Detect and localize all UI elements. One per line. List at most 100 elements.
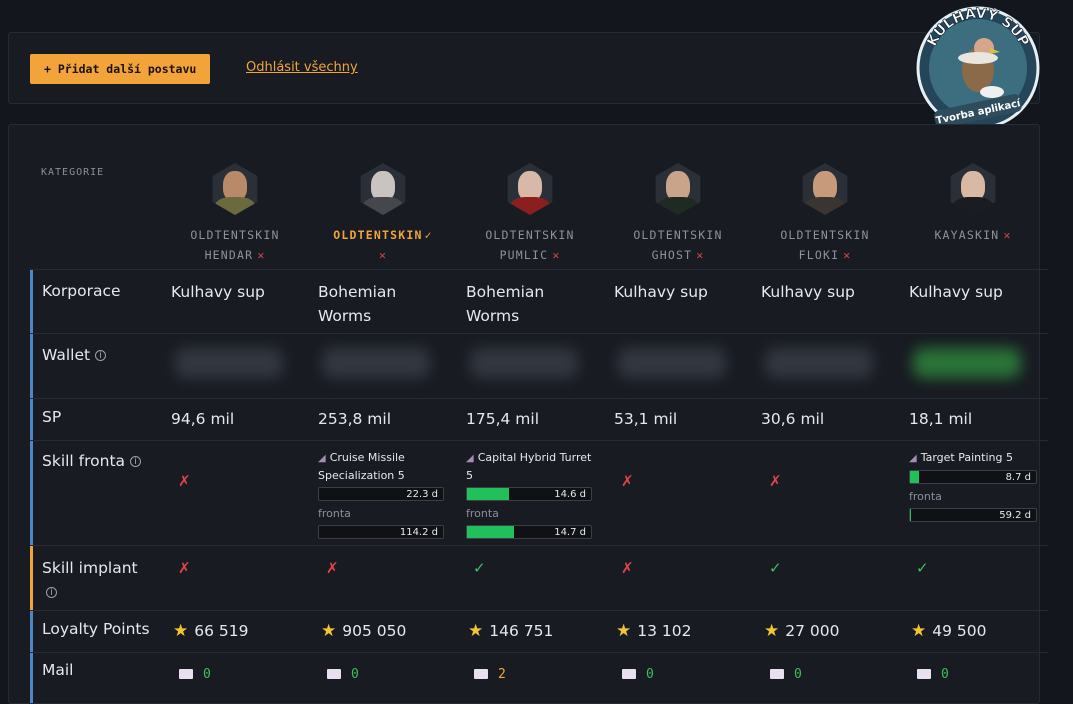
row-label-text: Wallet bbox=[42, 346, 91, 364]
remove-character-icon[interactable]: ✕ bbox=[378, 248, 388, 262]
row-label: Skill fronta i bbox=[42, 452, 142, 470]
row-accent bbox=[30, 441, 33, 545]
characters-table: KATEGORIE OLDTENTSKIN HENDAR ✕ OLDTENTSKI… bbox=[8, 124, 1048, 704]
remove-character-icon[interactable]: ✕ bbox=[696, 248, 705, 262]
lp-value: 146 751 bbox=[489, 622, 554, 640]
mail-count: 0 bbox=[646, 667, 654, 682]
active-check-icon: ✓ bbox=[424, 228, 433, 242]
kulhavy-sup-logo: KULHAVÝ SUP Tvorba aplikací bbox=[915, 4, 1041, 131]
character-name-line1: OLDTENTSKIN bbox=[633, 228, 723, 242]
star-icon: ★ bbox=[911, 621, 927, 641]
star-icon: ★ bbox=[764, 621, 780, 641]
wallet-value-blurred bbox=[765, 348, 873, 378]
skill-name-text: Capital Hybrid Turret 5 bbox=[466, 451, 592, 482]
row-mail: Mail 0 0 2 0 0 0 bbox=[30, 653, 1048, 703]
no-queue-icon: ✗ bbox=[621, 472, 634, 490]
avatar-body bbox=[953, 197, 993, 215]
queue-label: fronta bbox=[318, 507, 351, 520]
skill-name: ◢ Target Painting 5 bbox=[909, 449, 1037, 467]
remove-character-icon[interactable]: ✕ bbox=[552, 248, 561, 262]
row-label-text: Skill implant bbox=[42, 559, 138, 577]
row-accent bbox=[30, 270, 33, 333]
corp-cell: Kulhavy sup bbox=[761, 283, 855, 301]
category-header: KATEGORIE bbox=[41, 167, 105, 178]
info-icon[interactable]: i bbox=[130, 456, 142, 467]
avatar-face bbox=[961, 171, 985, 201]
skill-queue-entry: ◢ Target Painting 5 8.7 d fronta 59.2 d bbox=[909, 449, 1037, 522]
corp-cell: Kulhavy sup bbox=[614, 283, 708, 301]
skill-book-icon: ◢ bbox=[466, 453, 474, 464]
star-icon: ★ bbox=[321, 621, 337, 641]
mail-cell[interactable]: 0 bbox=[770, 661, 802, 687]
lp-value: 27 000 bbox=[785, 622, 840, 640]
skill-progress-bar: 8.7 d bbox=[909, 470, 1037, 484]
corp-cell: Kulhavy sup bbox=[909, 283, 1003, 301]
skill-progress-bar: 22.3 d bbox=[318, 487, 444, 501]
character-name: KAYASKIN ✕ bbox=[899, 225, 1047, 245]
lp-cell: ★ 49 500 bbox=[911, 619, 987, 643]
logout-all-link[interactable]: Odhlásit všechny bbox=[246, 60, 358, 75]
character-name-line1: KAYASKIN bbox=[934, 228, 1000, 242]
row-accent bbox=[30, 653, 33, 703]
skill-progress-fill bbox=[910, 471, 919, 483]
character-floki[interactable]: OLDTENTSKIN FLOKI ✕ bbox=[751, 163, 899, 265]
character-avatar bbox=[655, 163, 701, 215]
mail-cell[interactable]: 0 bbox=[917, 661, 949, 687]
sp-cell: 253,8 mil bbox=[318, 410, 392, 428]
mail-cell[interactable]: 2 bbox=[474, 661, 506, 687]
mail-count: 2 bbox=[498, 667, 506, 682]
skill-name: ◢ Capital Hybrid Turret 5 bbox=[466, 449, 592, 484]
sp-cell: 53,1 mil bbox=[614, 410, 678, 428]
lp-cell: ★ 905 050 bbox=[321, 619, 406, 643]
skill-progress-text: 22.3 d bbox=[406, 489, 438, 500]
avatar-body bbox=[658, 197, 698, 215]
queue-progress-bar: 14.7 d bbox=[466, 525, 592, 539]
character-name: OLDTENTSKIN PUMLIC ✕ bbox=[456, 225, 604, 265]
add-character-button[interactable]: + Přidat další postavu bbox=[30, 54, 211, 84]
envelope-icon bbox=[327, 668, 341, 679]
corp-cell: Bohemian Worms bbox=[466, 283, 545, 325]
avatar-body bbox=[510, 197, 550, 215]
implant-status: ✗ bbox=[621, 559, 634, 577]
skill-queue-entry: ◢ Capital Hybrid Turret 5 14.6 d fronta 1… bbox=[466, 449, 592, 539]
implant-status: ✓ bbox=[473, 559, 486, 577]
envelope-icon bbox=[474, 668, 488, 679]
avatar-face bbox=[666, 171, 690, 201]
lp-value: 905 050 bbox=[342, 622, 407, 640]
lp-cell: ★ 27 000 bbox=[764, 619, 840, 643]
character-name-line1: OLDTENTSKIN bbox=[333, 228, 423, 242]
remove-character-icon[interactable]: ✕ bbox=[1003, 228, 1012, 242]
mail-cell[interactable]: 0 bbox=[179, 661, 211, 687]
character-pumlic[interactable]: OLDTENTSKIN PUMLIC ✕ bbox=[456, 163, 604, 265]
lp-value: 13 102 bbox=[637, 622, 692, 640]
character-kayaskin[interactable]: KAYASKIN ✕ bbox=[899, 163, 1047, 245]
star-icon: ★ bbox=[616, 621, 632, 641]
envelope-icon bbox=[622, 668, 636, 679]
character-avatar bbox=[950, 163, 996, 215]
character-avatar bbox=[802, 163, 848, 215]
avatar-body bbox=[215, 197, 255, 215]
wallet-value-blurred bbox=[322, 348, 430, 378]
row-label: Skill implant i bbox=[42, 556, 152, 604]
remove-character-icon[interactable]: ✕ bbox=[257, 248, 266, 262]
character-name: OLDTENTSKIN ✓ ✕ bbox=[309, 225, 457, 265]
skill-progress-bar: 14.6 d bbox=[466, 487, 592, 501]
character-oldtentskin[interactable]: OLDTENTSKIN ✓ ✕ bbox=[309, 163, 457, 265]
row-label-text: Skill fronta bbox=[42, 452, 126, 470]
info-icon[interactable]: i bbox=[46, 587, 57, 598]
skill-name: ◢ Cruise Missile Specialization 5 bbox=[318, 449, 444, 484]
character-ghost[interactable]: OLDTENTSKIN GHOST ✕ bbox=[604, 163, 752, 265]
info-icon[interactable]: i bbox=[95, 350, 107, 361]
remove-character-icon[interactable]: ✕ bbox=[843, 248, 852, 262]
character-name-line2: FLOKI bbox=[798, 248, 840, 262]
row-label: SP bbox=[42, 408, 62, 426]
wallet-value-blurred bbox=[175, 348, 283, 378]
character-name-line1: OLDTENTSKIN bbox=[780, 228, 870, 242]
mail-cell[interactable]: 0 bbox=[622, 661, 654, 687]
mail-count: 0 bbox=[941, 667, 949, 682]
envelope-icon bbox=[179, 668, 193, 679]
mail-cell[interactable]: 0 bbox=[327, 661, 359, 687]
character-hendar[interactable]: OLDTENTSKIN HENDAR ✕ bbox=[161, 163, 309, 265]
character-name: OLDTENTSKIN GHOST ✕ bbox=[604, 225, 752, 265]
queue-progress-bar: 114.2 d bbox=[318, 525, 444, 539]
